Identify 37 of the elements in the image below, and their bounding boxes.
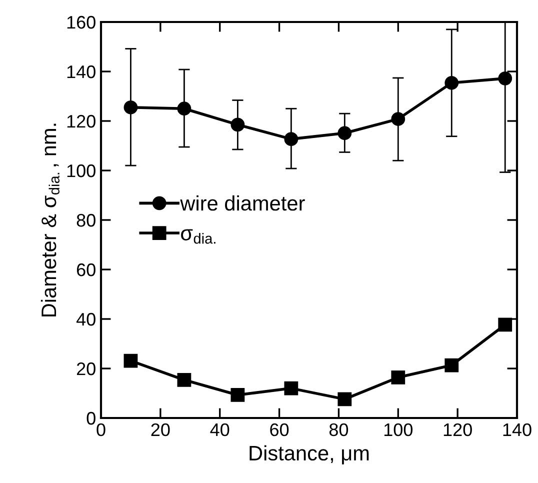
y-tick-label: 160 xyxy=(67,16,96,29)
y-tick-label: 80 xyxy=(76,214,96,227)
y-tick-label: 0 xyxy=(86,412,96,425)
point xyxy=(498,71,512,86)
x-tick-label: 60 xyxy=(270,423,289,436)
point xyxy=(124,100,138,114)
point xyxy=(230,388,245,402)
x-tick-label: 0 xyxy=(96,423,106,436)
point xyxy=(391,370,406,384)
y-tick-label: 40 xyxy=(76,312,96,326)
point xyxy=(498,318,512,332)
y-tick-label: 100 xyxy=(67,164,96,178)
legend-label: wire diameter xyxy=(180,195,305,211)
x-tick-label: 140 xyxy=(503,423,532,436)
y-tick-label: 60 xyxy=(76,263,96,276)
y-tick-label: 120 xyxy=(67,114,96,128)
point xyxy=(230,118,245,132)
x-tick-label: 80 xyxy=(329,423,348,436)
x-tick-label: 40 xyxy=(210,423,230,436)
y-tick-label: 20 xyxy=(76,362,96,376)
point xyxy=(391,112,406,126)
point xyxy=(444,358,459,372)
legend-label: σ$_{dia.}$ xyxy=(181,229,216,244)
point xyxy=(284,132,298,146)
y-axis-title: Diameter & σ$_{dia.}$, nm. xyxy=(40,124,60,316)
point xyxy=(124,354,138,368)
x-axis-title: Distance, μm xyxy=(250,445,369,464)
point xyxy=(177,372,192,387)
point xyxy=(338,392,352,406)
point xyxy=(338,126,352,140)
point xyxy=(177,102,192,116)
x-tick-label: 120 xyxy=(444,423,472,436)
x-tick-label: 100 xyxy=(384,423,412,436)
point xyxy=(284,381,298,396)
x-tick-label: 20 xyxy=(151,423,170,436)
y-tick-label: 140 xyxy=(67,65,96,78)
point xyxy=(444,76,459,90)
